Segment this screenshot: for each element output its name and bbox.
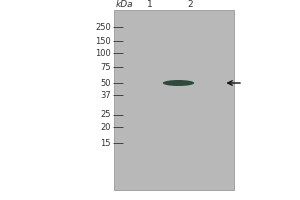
Ellipse shape [163, 80, 194, 86]
Text: 150: 150 [95, 36, 111, 46]
Text: 75: 75 [100, 62, 111, 72]
Text: 2: 2 [188, 0, 193, 9]
Text: 50: 50 [100, 78, 111, 88]
Text: 250: 250 [95, 22, 111, 31]
Text: kDa: kDa [116, 0, 133, 9]
Text: 100: 100 [95, 48, 111, 58]
Text: 37: 37 [100, 90, 111, 99]
Text: 20: 20 [100, 122, 111, 132]
Text: 15: 15 [100, 138, 111, 147]
Bar [114, 10, 234, 190]
Text: 25: 25 [100, 110, 111, 119]
Text: 1: 1 [147, 0, 153, 9]
